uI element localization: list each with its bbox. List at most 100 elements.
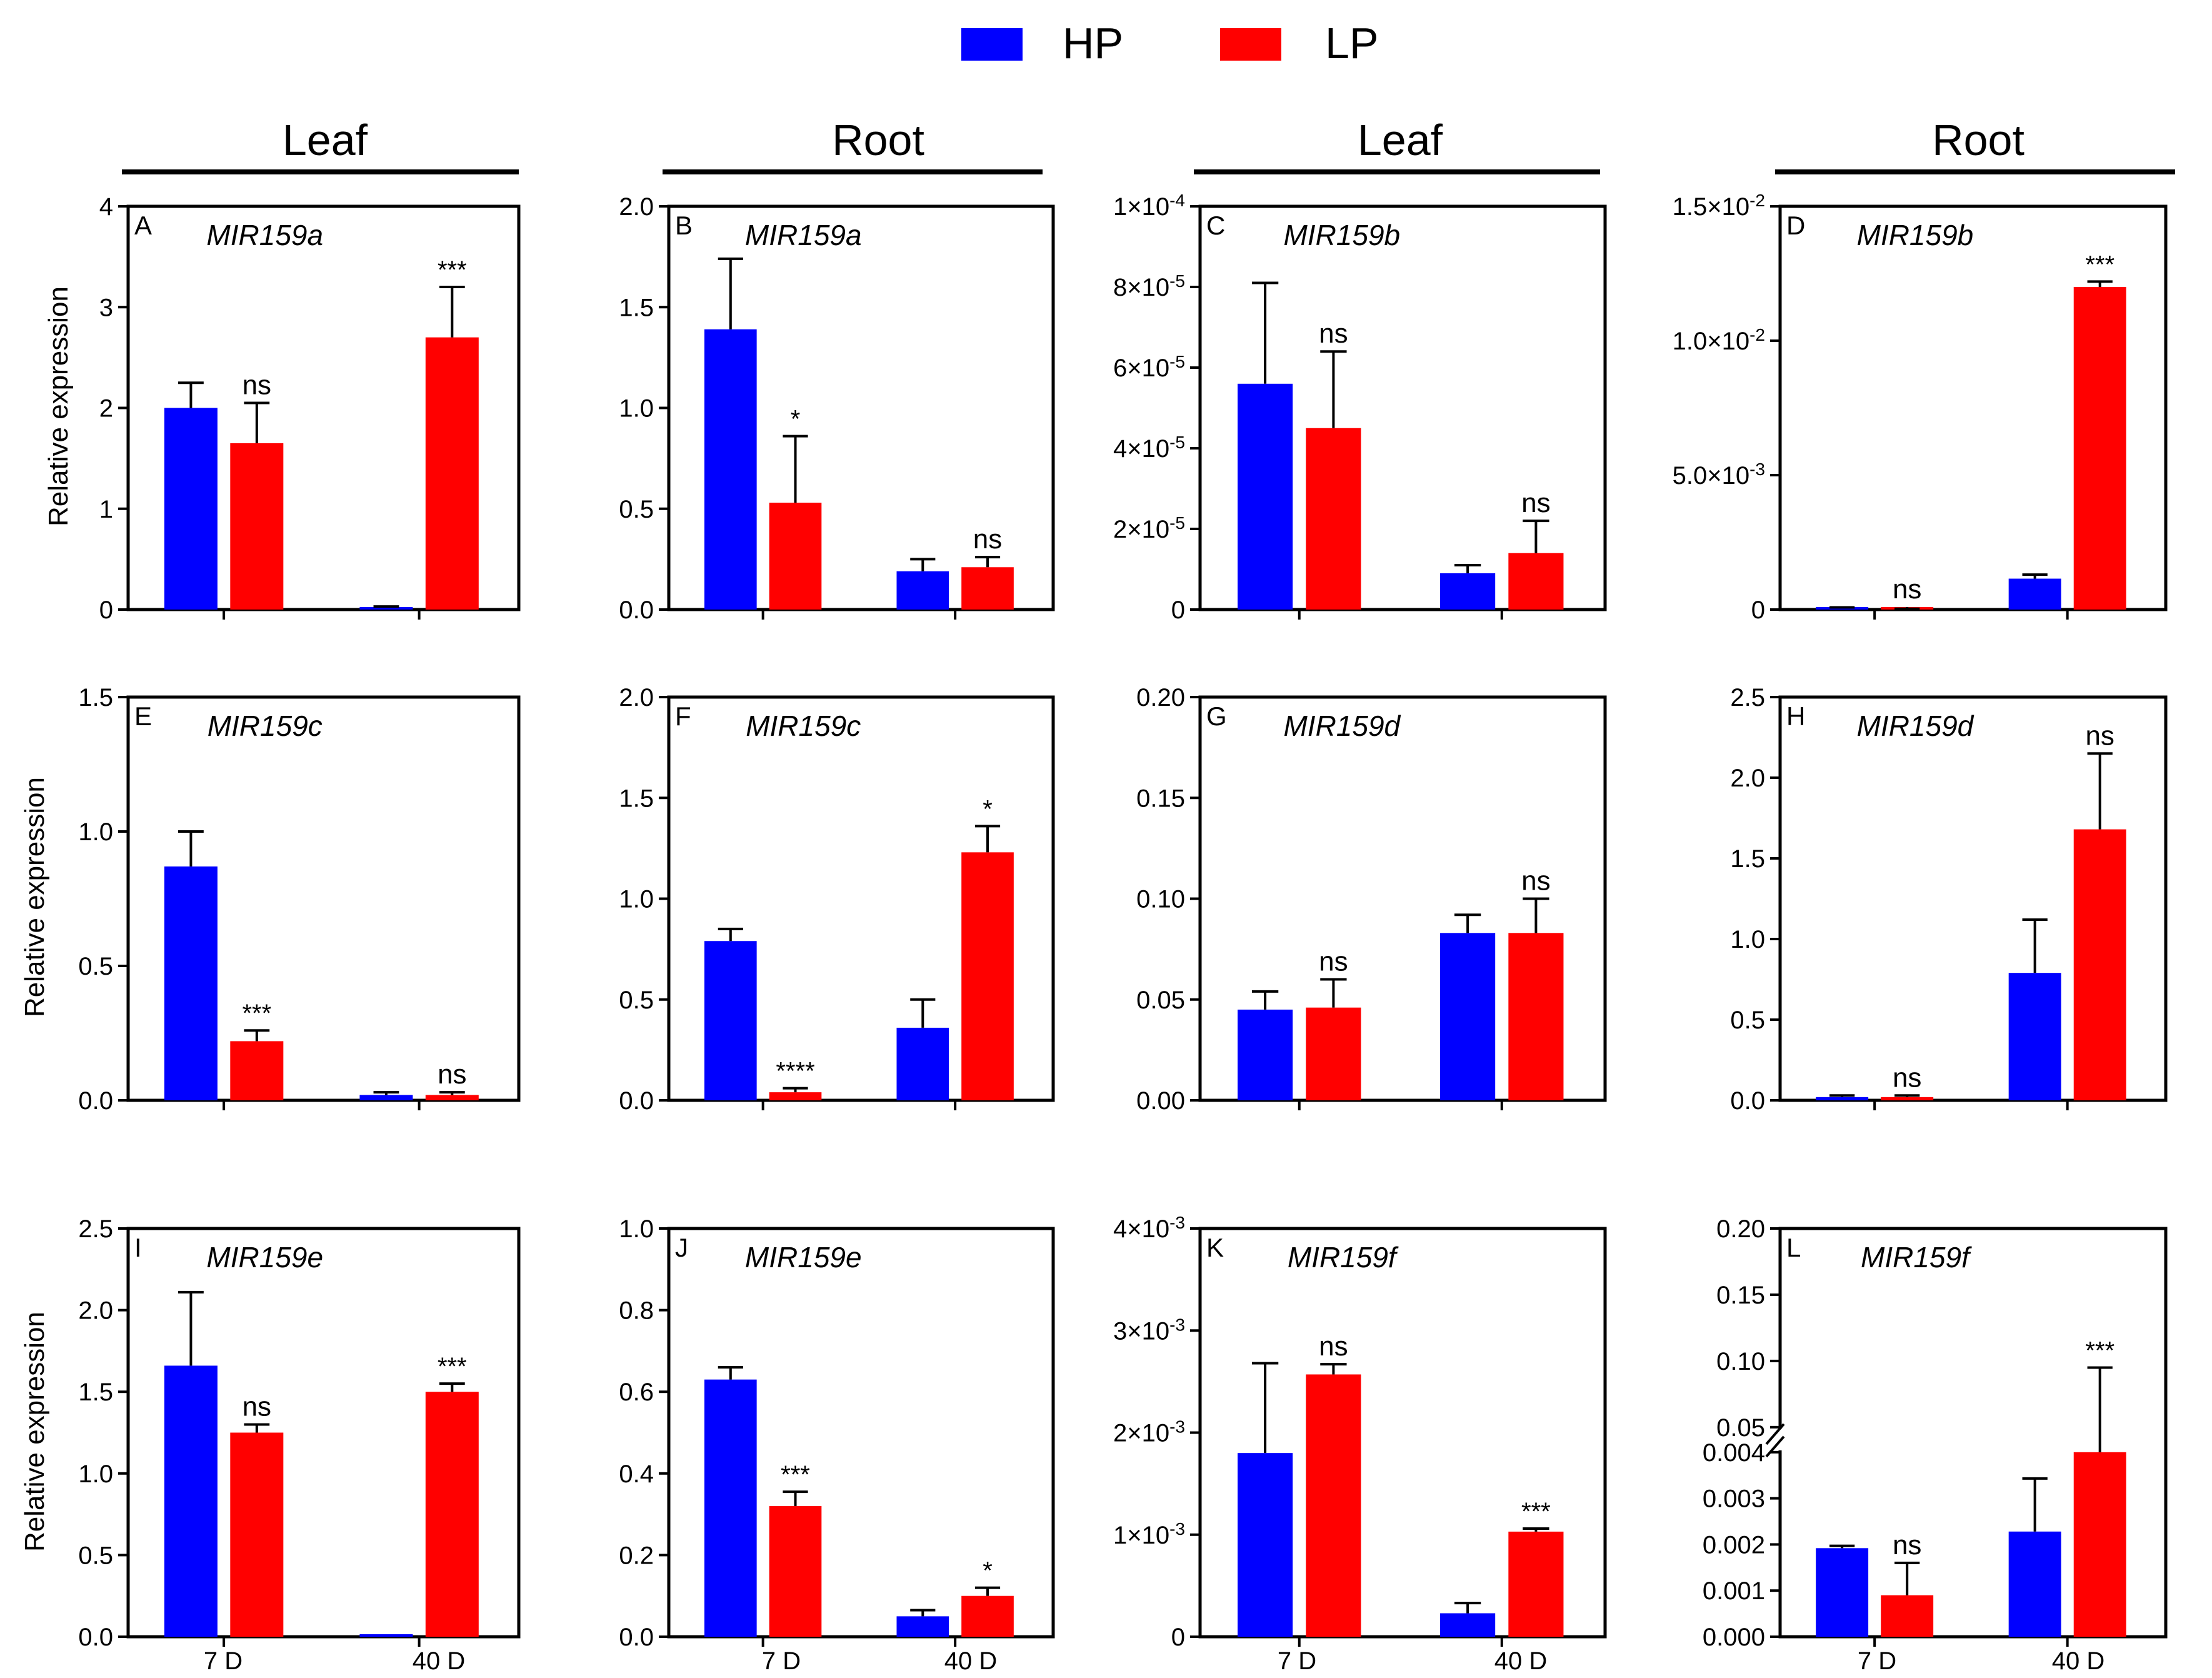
y-tick-label: 2.5 (78, 1215, 113, 1243)
y-tick-label: 1.0 (78, 1460, 113, 1488)
y-tick-label: 8×10-5 (1113, 271, 1185, 301)
bar-hp (1440, 573, 1496, 610)
y-tick-label: 0.5 (1730, 1007, 1765, 1034)
bar-hp (1440, 933, 1496, 1100)
y-axis-label: Relative expression (19, 777, 50, 1017)
panel-letter: D (1786, 211, 1805, 240)
y-tick-label: 2 (99, 395, 113, 423)
column-header: Leaf (283, 116, 368, 164)
panel-E: E MIR159c 0.0 0.5 1.0 1.5 *** ns (78, 684, 521, 1115)
significance-label: ns (1893, 1062, 1921, 1093)
significance-label: *** (1521, 1498, 1551, 1525)
y-tick-label: 0.15 (1716, 1282, 1765, 1309)
panel-letter: H (1786, 701, 1805, 731)
bar-hp (359, 1634, 413, 1637)
bar-hp (164, 1365, 218, 1637)
x-category-label: 7 D (1858, 1647, 1896, 1675)
bar-lp (1306, 428, 1361, 610)
significance-label: ns (243, 369, 271, 400)
y-tick-label: 1.5 (78, 684, 113, 711)
bar-hp (2008, 1531, 2061, 1637)
y-tick-label: 0.5 (78, 1542, 113, 1569)
x-category-label: 40 D (413, 1647, 466, 1675)
y-tick-label: 2.0 (1730, 765, 1765, 792)
panel-letter: E (134, 701, 152, 731)
significance-label: *** (438, 256, 467, 284)
y-tick-label: 6×10-5 (1113, 352, 1185, 382)
y-tick-label: 4 (99, 193, 113, 221)
panel-title: MIR159c (208, 710, 323, 742)
legend-lp-swatch (1220, 28, 1281, 61)
bar-hp (1238, 383, 1293, 610)
column-header: Root (832, 116, 924, 164)
y-tick-label: 0.10 (1136, 886, 1185, 913)
bar-lp (1306, 1007, 1361, 1100)
bar-lp (1306, 1374, 1361, 1637)
y-tick-label: 2×10-5 (1113, 513, 1185, 543)
y-tick-label: 1.5 (619, 785, 654, 812)
bar-hp (704, 1379, 757, 1637)
panel-title: MIR159f (1861, 1241, 1972, 1274)
bar-hp (164, 408, 218, 610)
panel-D: D MIR159b 0 5.0×10-3 1.0×10-2 1.5×10-2 ns *** (1673, 191, 2168, 624)
panel-C: C MIR159b 0 2×10-5 4×10-5 6×10-5 8×10-5 1×10-4 n… (1113, 191, 1607, 624)
panel-K: K MIR159f 0 1×10-3 2×10-3 3×10-3 4×10-3 ns *** (1113, 1213, 1607, 1651)
significance-label: * (983, 1557, 993, 1585)
y-tick-label: 0.05 (1716, 1414, 1765, 1442)
bar-hp (1816, 1097, 1869, 1100)
y-tick-label: 0.5 (619, 496, 654, 523)
y-tick-label: 1×10-3 (1113, 1519, 1185, 1549)
panel-letter: F (675, 701, 691, 731)
y-tick-label: 0.8 (619, 1297, 654, 1325)
panel-title: MIR159a (745, 219, 862, 251)
y-tick-label: 2×10-3 (1113, 1417, 1185, 1447)
significance-label: ns (243, 1391, 271, 1422)
y-tick-label: 0.6 (619, 1379, 654, 1406)
x-axis-category-labels: 7 D 40 D 7 D 40 D 7 D 40 D 7 D 40 D (204, 1647, 2104, 1675)
y-tick-label: 1.0 (619, 395, 654, 423)
x-category-label: 7 D (1278, 1647, 1316, 1675)
panel-letter: J (675, 1233, 688, 1262)
x-category-label: 7 D (762, 1647, 801, 1675)
y-tick-label: 0.5 (78, 953, 113, 980)
y-tick-label: 2.0 (619, 193, 654, 221)
significance-label: *** (242, 1000, 271, 1027)
bar-lp (769, 1506, 822, 1637)
bar-lp (230, 1041, 284, 1100)
axis-break-mark (1765, 1423, 1785, 1445)
bar-hp (359, 607, 413, 610)
panel-B: B MIR159a 0.0 0.5 1.0 1.5 2.0 * ns (619, 193, 1055, 624)
y-tick-label: 0.0 (1730, 1087, 1765, 1115)
significance-label: ns (1521, 866, 1550, 897)
panel-title: MIR159d (1857, 710, 1974, 742)
panel-letter: I (134, 1233, 142, 1262)
significance-label: * (791, 406, 801, 433)
bar-hp (164, 866, 218, 1100)
y-tick-label: 1.5×10-2 (1673, 191, 1765, 221)
y-tick-label: 0.002 (1703, 1531, 1765, 1559)
column-header: Leaf (1358, 116, 1443, 164)
bar-lp (230, 443, 284, 610)
significance-label: ns (973, 524, 1002, 555)
y-tick-label: 0.20 (1136, 684, 1185, 711)
y-tick-label: 0.2 (619, 1542, 654, 1569)
bar-hp (2008, 578, 2061, 610)
y-tick-label: 1.5 (78, 1379, 113, 1406)
significance-label: ns (2085, 720, 2114, 751)
panel-title: MIR159e (206, 1241, 323, 1274)
y-tick-label: 0.00 (1136, 1087, 1185, 1115)
significance-label: ns (1319, 947, 1348, 977)
y-axis-labels: Relative expression Relative expression … (19, 286, 74, 1552)
bar-hp (896, 571, 949, 610)
y-tick-label: 0.4 (619, 1460, 654, 1488)
axis-break-mark (1765, 1435, 1785, 1458)
panel-letter: G (1206, 701, 1227, 731)
y-tick-label: 2.5 (1730, 684, 1765, 711)
column-headers: Leaf Root Leaf Root (122, 116, 2175, 174)
y-tick-label: 1.0 (619, 886, 654, 913)
y-tick-label: 0.003 (1703, 1485, 1765, 1513)
bar-hp (1238, 1009, 1293, 1100)
bar-hp (704, 329, 757, 610)
